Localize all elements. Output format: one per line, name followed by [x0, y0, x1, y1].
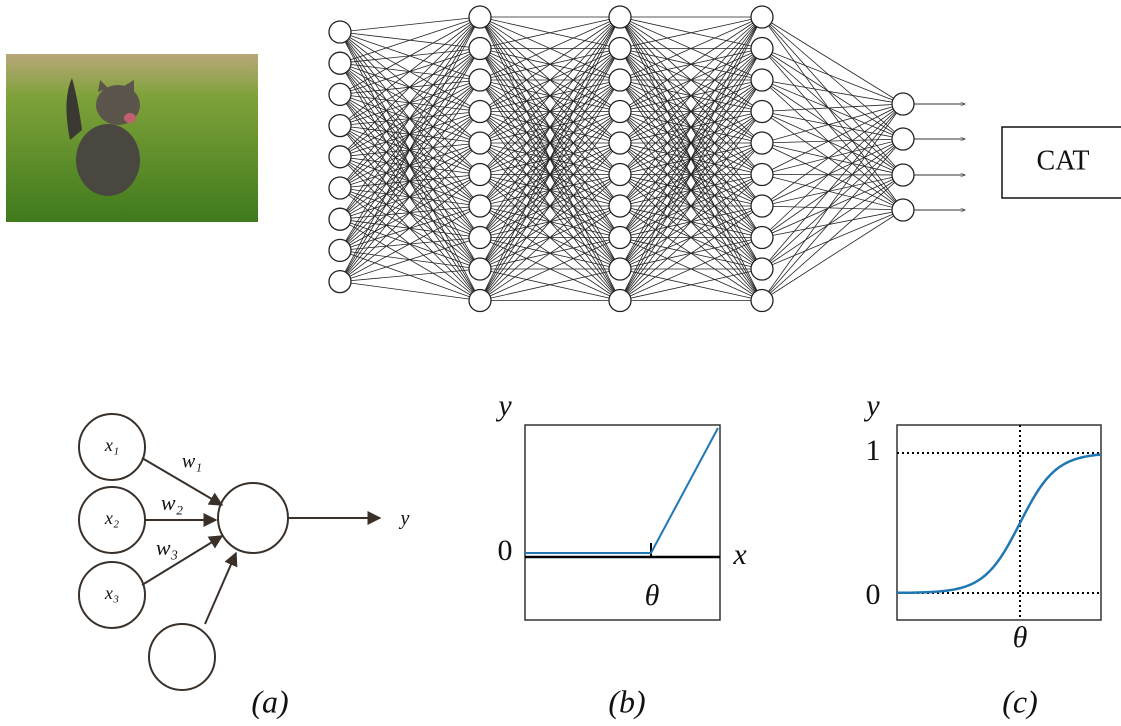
- node: [751, 164, 773, 186]
- node: [751, 258, 773, 280]
- node: [469, 227, 491, 249]
- node: [469, 69, 491, 91]
- connection: [762, 104, 903, 301]
- connection: [762, 139, 903, 238]
- connection: [762, 139, 903, 269]
- input-label: x₁: [104, 435, 119, 455]
- node: [609, 6, 631, 28]
- node: [751, 101, 773, 123]
- weight-label: w₂: [161, 490, 184, 515]
- axis-label: y: [495, 389, 512, 422]
- node: [609, 258, 631, 280]
- node: [751, 290, 773, 312]
- node: [609, 195, 631, 217]
- cat-photo: [6, 54, 258, 222]
- node: [329, 177, 351, 199]
- connection: [340, 49, 480, 282]
- connection: [340, 112, 480, 282]
- axis-label: 0: [498, 534, 513, 567]
- output-label: CAT: [1037, 145, 1090, 176]
- axis-label: y: [863, 389, 880, 422]
- neuron-diagram: [79, 414, 380, 690]
- figure: CAT x₁ x₂ x₃ w₁ w₂ w₃ y (a) y 0 x θ (b) …: [0, 0, 1121, 726]
- connection: [340, 282, 480, 301]
- connection: [762, 104, 903, 112]
- step-plot: [525, 425, 720, 620]
- connection: [762, 80, 903, 104]
- caption: (a): [251, 683, 288, 719]
- connection: [762, 49, 903, 176]
- connection: [762, 143, 903, 210]
- weight-label: w₁: [182, 451, 202, 473]
- node: [609, 132, 631, 154]
- connection: [762, 210, 903, 269]
- output-label: y: [399, 508, 410, 530]
- node: [329, 146, 351, 168]
- node: [329, 21, 351, 43]
- node: [469, 195, 491, 217]
- node: [329, 239, 351, 261]
- node: [751, 38, 773, 60]
- connection: [762, 17, 903, 104]
- connection: [762, 139, 903, 175]
- node: [609, 290, 631, 312]
- neural-network: [329, 6, 965, 312]
- axis-label: x: [732, 538, 747, 571]
- node: [751, 227, 773, 249]
- node: [609, 38, 631, 60]
- connection: [762, 139, 903, 301]
- node: [469, 132, 491, 154]
- input-label: x₂: [104, 508, 119, 528]
- node: [469, 258, 491, 280]
- connection: [762, 17, 903, 210]
- node: [892, 128, 914, 150]
- node: [469, 164, 491, 186]
- connection: [762, 104, 903, 238]
- node: [469, 38, 491, 60]
- connection: [340, 17, 480, 250]
- node: [892, 199, 914, 221]
- connection: [762, 175, 903, 301]
- node: [329, 52, 351, 74]
- axis-label: 0: [866, 578, 881, 611]
- input-label: x₃: [104, 583, 119, 603]
- node: [469, 6, 491, 28]
- caption: (b): [608, 683, 645, 719]
- connection: [762, 175, 903, 176]
- node: [751, 69, 773, 91]
- connection: [762, 139, 903, 206]
- axis-label: θ: [645, 579, 660, 612]
- connection: [340, 17, 480, 32]
- node: [609, 227, 631, 249]
- node: [329, 115, 351, 137]
- node: [329, 208, 351, 230]
- sigmoid-plot: [897, 425, 1101, 620]
- node: [892, 93, 914, 115]
- node: [609, 69, 631, 91]
- node: [751, 6, 773, 28]
- caption: (c): [1002, 683, 1038, 719]
- node: [329, 83, 351, 105]
- node: [329, 271, 351, 293]
- node: [751, 195, 773, 217]
- weight-label: w₃: [156, 535, 178, 560]
- node: [892, 164, 914, 186]
- node: [609, 164, 631, 186]
- node: [609, 101, 631, 123]
- node: [469, 101, 491, 123]
- node: [751, 132, 773, 154]
- axis-label: 1: [866, 434, 881, 467]
- node: [469, 290, 491, 312]
- axis-label: θ: [1013, 621, 1028, 654]
